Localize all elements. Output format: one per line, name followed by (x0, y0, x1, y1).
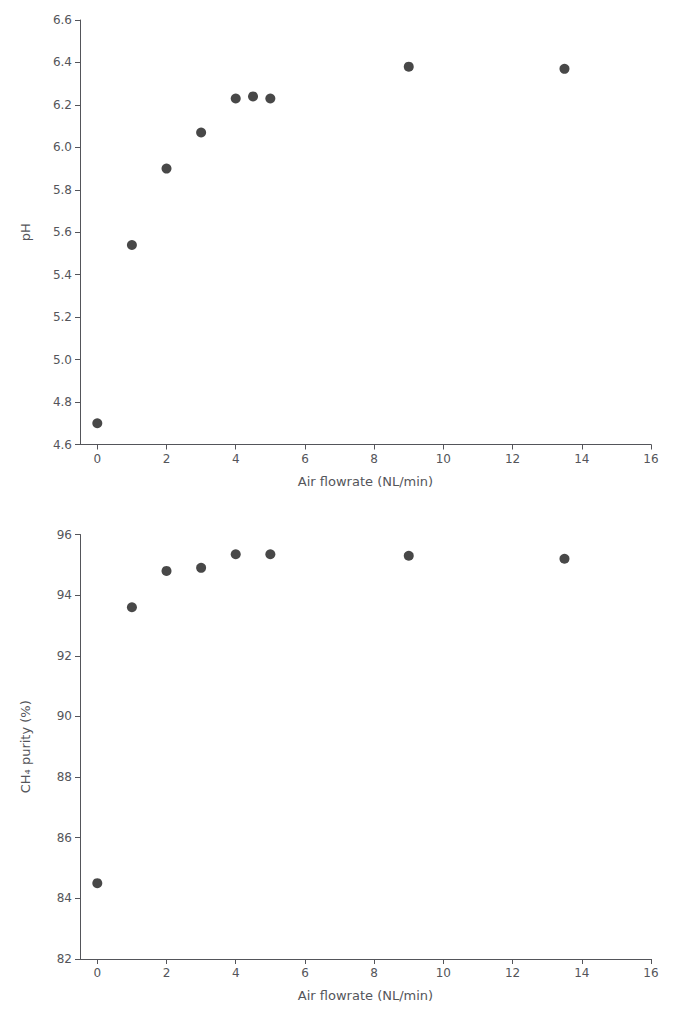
svg-text:4.8: 4.8 (53, 395, 72, 409)
svg-text:5.2: 5.2 (53, 310, 72, 324)
svg-text:12: 12 (505, 966, 520, 980)
svg-text:2: 2 (163, 452, 171, 466)
svg-text:94: 94 (57, 588, 72, 602)
svg-text:2: 2 (163, 966, 171, 980)
svg-text:14: 14 (574, 452, 589, 466)
svg-text:96: 96 (57, 528, 72, 542)
svg-text:16: 16 (643, 452, 658, 466)
svg-text:8: 8 (370, 966, 378, 980)
svg-text:4.6: 4.6 (53, 438, 72, 452)
svg-text:CH₄ purity (%): CH₄ purity (%) (18, 700, 33, 793)
svg-text:6.0: 6.0 (53, 140, 72, 154)
svg-text:pH: pH (18, 223, 33, 241)
svg-text:4: 4 (232, 966, 240, 980)
svg-text:6.2: 6.2 (53, 98, 72, 112)
svg-text:90: 90 (57, 709, 72, 723)
svg-text:0: 0 (93, 452, 101, 466)
svg-text:86: 86 (57, 831, 72, 845)
svg-text:88: 88 (57, 770, 72, 784)
svg-text:82: 82 (57, 952, 72, 966)
svg-text:Air flowrate (NL/min): Air flowrate (NL/min) (298, 988, 433, 1003)
svg-text:14: 14 (574, 966, 589, 980)
svg-text:5.4: 5.4 (53, 268, 72, 282)
svg-text:6.4: 6.4 (53, 55, 72, 69)
svg-text:16: 16 (643, 966, 658, 980)
svg-text:8: 8 (370, 452, 378, 466)
svg-text:5.0: 5.0 (53, 353, 72, 367)
svg-text:0: 0 (93, 966, 101, 980)
svg-text:6.6: 6.6 (53, 13, 72, 27)
svg-text:6: 6 (301, 966, 309, 980)
svg-text:5.6: 5.6 (53, 225, 72, 239)
svg-text:92: 92 (57, 649, 72, 663)
svg-text:10: 10 (436, 452, 451, 466)
svg-text:6: 6 (301, 452, 309, 466)
svg-text:12: 12 (505, 452, 520, 466)
svg-text:4: 4 (232, 452, 240, 466)
svg-text:10: 10 (436, 966, 451, 980)
svg-text:Air flowrate (NL/min): Air flowrate (NL/min) (298, 474, 433, 489)
svg-text:5.8: 5.8 (53, 183, 72, 197)
svg-text:84: 84 (57, 891, 72, 905)
